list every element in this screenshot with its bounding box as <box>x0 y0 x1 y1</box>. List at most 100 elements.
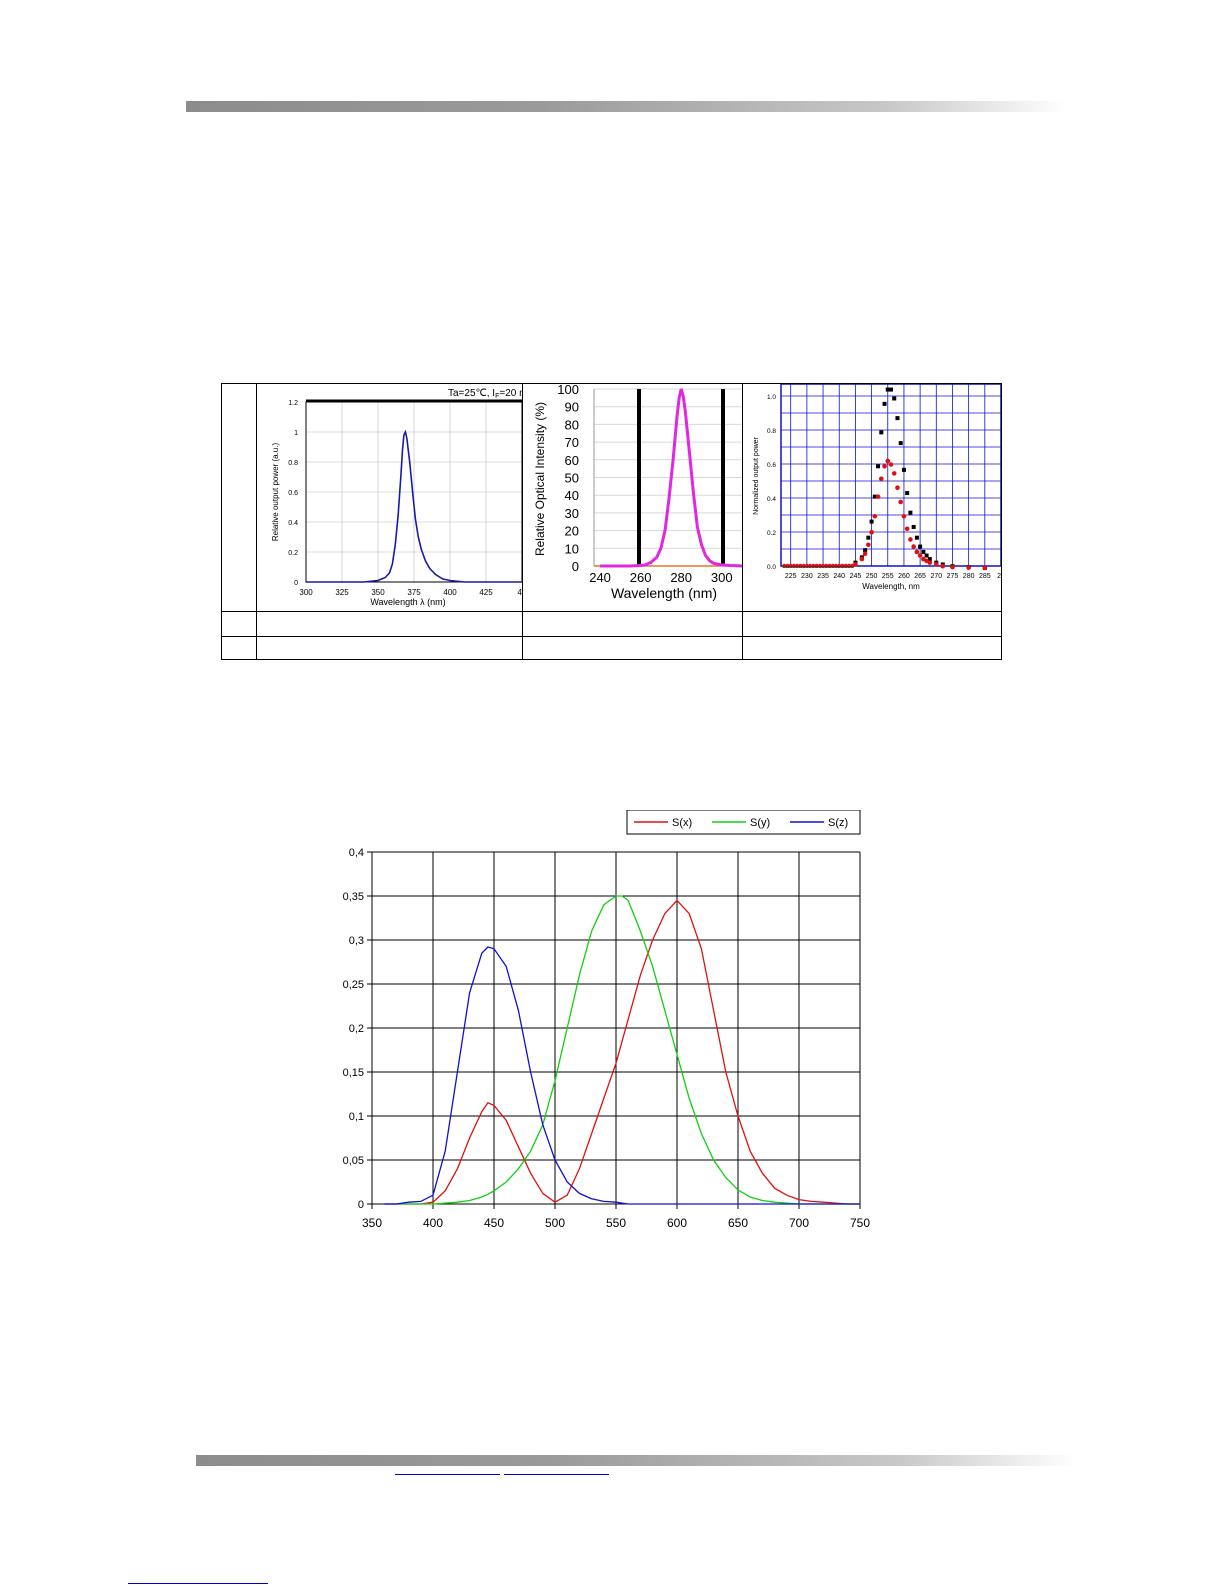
x-axis-label: Wavelength (nm) <box>611 585 717 601</box>
y-tick-label: 0.8 <box>767 428 776 435</box>
x-tick-label: 45 <box>518 588 522 597</box>
y-tick-label: 1.2 <box>288 400 298 407</box>
data-point <box>782 563 786 567</box>
data-point <box>918 544 923 549</box>
x-tick-label: 550 <box>606 1216 626 1230</box>
x-tick-label: 255 <box>882 573 894 580</box>
spectrum-curve <box>600 388 742 568</box>
y-tick-label: 0 <box>572 559 579 574</box>
y-tick-label: 0,05 <box>343 1155 364 1167</box>
legend-label: S(z) <box>828 817 848 829</box>
y-tick-label: 100 <box>557 384 579 397</box>
y-tick-label: 0.6 <box>767 462 776 469</box>
x-axis-label: Wavelength, nm <box>862 582 920 591</box>
y-tick-label: 0.2 <box>288 550 298 557</box>
x-tick-label: 500 <box>545 1216 565 1230</box>
data-point <box>808 563 812 567</box>
y-tick-label: 0,25 <box>343 979 364 991</box>
x-tick-label: 280 <box>670 570 692 585</box>
data-point <box>950 564 955 570</box>
series-line <box>384 895 860 1205</box>
data-point <box>901 513 907 519</box>
x-axis-label: Wavelength λ (nm) <box>370 597 445 607</box>
table-divider <box>742 384 743 659</box>
x-tick-label: 225 <box>785 573 797 580</box>
footer-link[interactable] <box>395 1474 500 1475</box>
data-point <box>814 563 819 567</box>
data-point <box>914 549 920 555</box>
data-point <box>921 549 926 554</box>
y-tick-label: 60 <box>565 453 579 468</box>
data-point <box>940 563 946 569</box>
data-point <box>914 535 919 540</box>
x-tick-label: 245 <box>850 573 862 580</box>
x-tick-label: 265 <box>914 573 926 580</box>
data-point <box>905 491 910 496</box>
y-tick-label: 0,3 <box>349 935 364 947</box>
data-point <box>802 563 806 567</box>
x-tick-label: 300 <box>711 570 733 585</box>
data-point <box>798 563 803 567</box>
y-tick-label: 0.4 <box>288 520 298 527</box>
footer-link[interactable] <box>128 1583 268 1584</box>
y-axis-label: Relative output power (a.u.) <box>271 443 280 542</box>
data-point <box>785 563 790 567</box>
spectrum-chart-2: 0 10 20 30 40 50 60 70 80 90 100 240 260 280 300 Wavel… <box>524 384 742 610</box>
series-line <box>384 946 860 1205</box>
data-point <box>917 553 923 558</box>
cie-matching-chart: S(x) S(y) S(z) 350 400 450 500 550 600 650 700 750… <box>343 810 870 1230</box>
spectrum-chart-3: 225 230 235 240 245 250 255 260 265 270 275 280 285 2… <box>744 384 1001 610</box>
data-point <box>927 560 933 565</box>
data-point <box>818 563 822 567</box>
data-point <box>892 396 897 401</box>
x-tick-label: 240 <box>589 570 611 585</box>
data-point <box>831 563 835 567</box>
data-point <box>811 563 815 567</box>
x-tick-label: 400 <box>423 1216 443 1230</box>
table-divider <box>522 384 523 659</box>
data-point <box>840 563 845 567</box>
y-tick-label: 40 <box>565 488 579 503</box>
data-point <box>821 563 825 567</box>
data-point <box>927 557 932 562</box>
data-point <box>869 530 874 535</box>
data-point <box>895 485 900 491</box>
data-point <box>827 563 832 567</box>
y-tick-label: 0.8 <box>288 460 298 467</box>
y-tick-label: 0,1 <box>349 1111 364 1123</box>
data-point <box>982 565 988 571</box>
x-tick-label: 600 <box>667 1216 687 1230</box>
data-point <box>850 563 854 567</box>
data-point <box>875 494 881 499</box>
data-point <box>862 551 868 557</box>
y-tick-label: 0.6 <box>288 490 298 497</box>
y-tick-label: 0,2 <box>349 1023 364 1035</box>
y-tick-label: 10 <box>565 541 579 556</box>
y-tick-label: 0.4 <box>767 496 776 503</box>
x-tick-label: 375 <box>407 588 421 597</box>
x-tick-label: 280 <box>963 573 975 580</box>
spectrum-chart-3-svg: 225 230 235 240 245 250 255 260 265 270 275 280 285 2… <box>753 384 1001 591</box>
data-point <box>792 563 796 567</box>
data-point <box>869 519 874 524</box>
data-point <box>866 542 871 548</box>
x-tick-label: 250 <box>866 573 878 580</box>
x-tick-label: 270 <box>930 573 942 580</box>
y-tick-label: 30 <box>565 506 579 521</box>
x-tick-label: 325 <box>335 588 349 597</box>
data-point <box>885 458 891 464</box>
y-tick-label: 0 <box>358 1199 364 1211</box>
data-point <box>885 387 890 392</box>
y-tick-label: 90 <box>565 400 579 415</box>
y-tick-label: 70 <box>565 435 579 450</box>
table-divider <box>222 611 1001 612</box>
chart-note: Ta=25℃, IF=20 m <box>448 388 522 400</box>
data-point <box>891 471 897 476</box>
data-point <box>844 563 848 567</box>
y-tick-label: 50 <box>565 471 579 486</box>
x-tick-label: 260 <box>898 573 910 580</box>
y-tick-label: 0.0 <box>767 564 776 571</box>
footer-link[interactable] <box>504 1474 609 1475</box>
data-point <box>847 563 851 567</box>
data-point <box>895 416 900 421</box>
